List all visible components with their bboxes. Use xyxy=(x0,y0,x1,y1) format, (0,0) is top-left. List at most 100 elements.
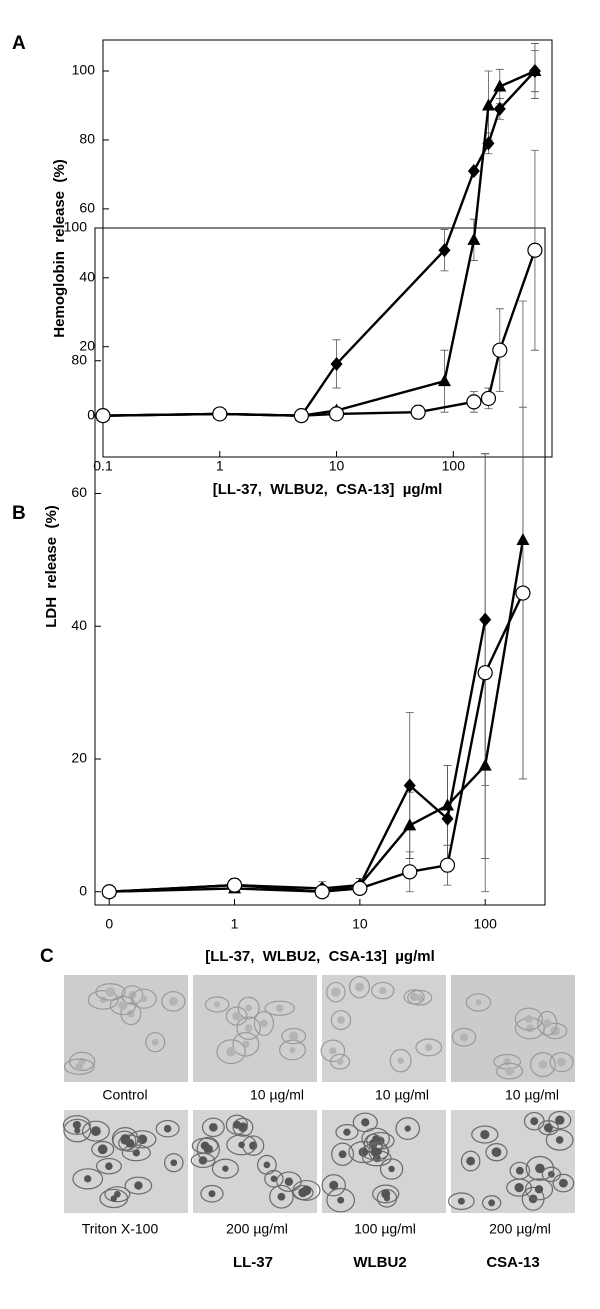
nucleus xyxy=(105,987,116,997)
nucleus xyxy=(208,1190,216,1198)
marker xyxy=(440,798,454,811)
cell xyxy=(118,1134,142,1152)
panel-label: A xyxy=(12,33,26,54)
nucleus xyxy=(381,1189,391,1199)
cell xyxy=(63,1058,95,1075)
marker xyxy=(478,758,492,771)
cell xyxy=(465,993,492,1012)
cell xyxy=(62,1115,91,1135)
caption: 10 µg/ml xyxy=(375,1087,429,1103)
nucleus xyxy=(555,1136,564,1144)
nucleus xyxy=(289,1031,299,1041)
cell xyxy=(326,1187,356,1213)
y-tick-label: 100 xyxy=(64,219,88,235)
cell xyxy=(269,1184,294,1209)
nucleus xyxy=(505,1066,514,1076)
cell xyxy=(514,1007,543,1031)
cell xyxy=(331,1142,355,1166)
y-tick-label: 80 xyxy=(71,351,87,367)
nucleus xyxy=(343,1128,351,1136)
nucleus xyxy=(480,1129,490,1140)
cell xyxy=(552,1173,575,1193)
caption: 200 µg/ml xyxy=(489,1221,551,1237)
cell xyxy=(530,1052,556,1078)
line xyxy=(109,619,487,893)
cell xyxy=(481,1195,502,1211)
cell xyxy=(389,1048,412,1073)
cell xyxy=(348,975,371,999)
cell xyxy=(109,995,137,1016)
cell xyxy=(537,1010,558,1036)
cell xyxy=(352,1112,378,1133)
nucleus xyxy=(558,1178,568,1188)
cell xyxy=(371,981,395,1000)
y-tick-label: 40 xyxy=(71,617,87,633)
marker xyxy=(493,101,506,116)
cell xyxy=(236,1016,261,1040)
y-tick-label: 20 xyxy=(71,750,87,766)
nucleus xyxy=(84,1175,92,1183)
nucleus xyxy=(388,1165,395,1173)
x-tick-label: 1 xyxy=(231,916,239,932)
cell xyxy=(548,1110,572,1130)
cell xyxy=(330,1010,352,1031)
cell xyxy=(95,983,126,1001)
cell xyxy=(87,989,119,1010)
marker xyxy=(439,857,456,873)
nucleus xyxy=(538,1060,548,1069)
nucleus xyxy=(222,1165,229,1172)
x-axis-label: [LL-37, WLBU2, CSA-13] µg/ml xyxy=(213,481,443,498)
peptide-label: WLBU2 xyxy=(353,1254,406,1271)
cell xyxy=(379,1158,404,1180)
cell xyxy=(264,1000,296,1016)
marker xyxy=(410,404,426,420)
marker xyxy=(438,243,451,258)
marker xyxy=(212,406,228,422)
caption: 100 µg/ml xyxy=(354,1221,416,1237)
y-tick-label: 80 xyxy=(79,131,95,147)
marker xyxy=(226,877,243,893)
nucleus xyxy=(488,1199,496,1207)
cell xyxy=(104,1186,131,1203)
nucleus xyxy=(118,1001,128,1011)
line xyxy=(109,592,525,893)
nucleus xyxy=(375,1148,383,1156)
y-tick-label: 60 xyxy=(71,484,87,500)
cell xyxy=(204,996,230,1013)
cell xyxy=(460,1150,481,1172)
cell xyxy=(99,1188,129,1209)
nucleus xyxy=(214,1001,221,1008)
nucleus xyxy=(263,1161,271,1169)
nucleus xyxy=(337,1016,345,1024)
nucleus xyxy=(270,1175,278,1182)
marker xyxy=(493,79,507,92)
nucleus xyxy=(329,1180,339,1190)
nucleus xyxy=(409,992,419,1002)
nucleus xyxy=(555,1115,565,1125)
cell xyxy=(506,1178,533,1197)
nucleus xyxy=(459,1033,469,1042)
cell xyxy=(200,1184,224,1203)
caption: 10 µg/ml xyxy=(250,1087,304,1103)
nucleus xyxy=(74,1127,81,1134)
x-tick-label: 100 xyxy=(442,458,466,474)
nucleus xyxy=(397,1057,405,1064)
nucleus xyxy=(534,1185,544,1194)
marker xyxy=(403,818,417,831)
panel-label: C xyxy=(40,946,54,967)
marker xyxy=(481,98,495,111)
marker xyxy=(330,356,343,371)
x-tick-label: 10 xyxy=(329,458,345,474)
plot-frame xyxy=(94,227,546,906)
marker xyxy=(101,884,117,900)
cell xyxy=(225,1114,249,1135)
marker xyxy=(477,665,493,681)
cell xyxy=(360,1143,390,1161)
marker xyxy=(516,532,530,545)
marker xyxy=(480,390,497,407)
x-tick-label: 0 xyxy=(105,916,113,932)
marker xyxy=(403,778,416,793)
marker xyxy=(467,163,480,178)
nucleus xyxy=(543,1123,553,1133)
cell xyxy=(232,1117,254,1137)
